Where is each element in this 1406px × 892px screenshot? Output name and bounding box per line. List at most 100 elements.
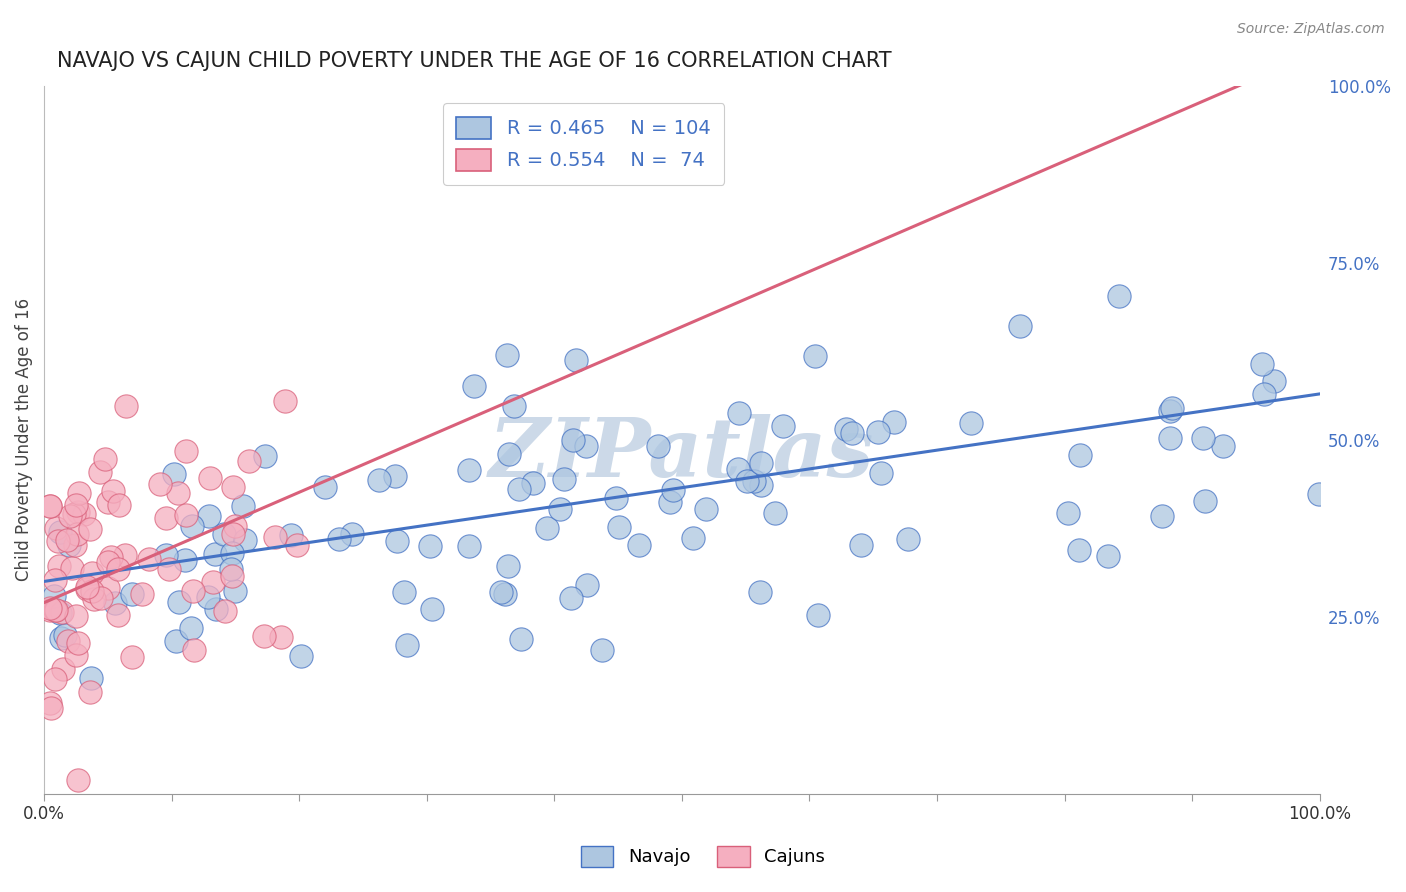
Text: NAVAJO VS CAJUN CHILD POVERTY UNDER THE AGE OF 16 CORRELATION CHART: NAVAJO VS CAJUN CHILD POVERTY UNDER THE …	[56, 51, 891, 70]
Point	[82, 566, 104, 580]
Point	[66, 527, 89, 541]
Point	[564, 352, 586, 367]
Point	[44, 573, 66, 587]
Point	[274, 393, 297, 408]
Point	[39, 500, 62, 514]
Point	[80, 583, 103, 598]
Point	[1308, 486, 1330, 500]
Point	[174, 443, 197, 458]
Point	[67, 486, 90, 500]
Point	[222, 527, 245, 541]
Point	[395, 638, 418, 652]
Point	[897, 532, 920, 546]
Text: Source: ZipAtlas.com: Source: ZipAtlas.com	[1237, 22, 1385, 37]
Point	[97, 581, 120, 595]
Point	[56, 533, 79, 547]
Point	[548, 502, 571, 516]
Point	[763, 506, 786, 520]
Point	[560, 591, 582, 605]
Point	[79, 522, 101, 536]
Point	[419, 539, 441, 553]
Point	[1191, 431, 1213, 445]
Point	[457, 463, 479, 477]
Point	[104, 596, 127, 610]
Point	[174, 553, 197, 567]
Point	[647, 439, 669, 453]
Point	[89, 465, 111, 479]
Point	[695, 502, 717, 516]
Point	[576, 578, 599, 592]
Point	[80, 671, 103, 685]
Point	[49, 632, 72, 646]
Point	[138, 552, 160, 566]
Point	[748, 585, 770, 599]
Point	[48, 606, 70, 620]
Point	[804, 349, 827, 363]
Point	[253, 629, 276, 643]
Point	[108, 498, 131, 512]
Point	[1097, 549, 1119, 563]
Point	[1194, 494, 1216, 508]
Point	[270, 630, 292, 644]
Legend: Navajo, Cajuns: Navajo, Cajuns	[574, 838, 832, 874]
Point	[561, 433, 583, 447]
Point	[883, 416, 905, 430]
Point	[65, 609, 87, 624]
Point	[960, 416, 983, 430]
Point	[1159, 431, 1181, 445]
Point	[107, 607, 129, 622]
Point	[749, 457, 772, 471]
Point	[48, 559, 70, 574]
Point	[100, 550, 122, 565]
Point	[121, 650, 143, 665]
Point	[280, 528, 302, 542]
Point	[83, 592, 105, 607]
Point	[39, 602, 62, 616]
Point	[869, 466, 891, 480]
Point	[607, 520, 630, 534]
Point	[94, 452, 117, 467]
Point	[39, 701, 62, 715]
Point	[76, 582, 98, 597]
Point	[807, 607, 830, 622]
Point	[39, 601, 62, 615]
Point	[496, 348, 519, 362]
Point	[1150, 508, 1173, 523]
Point	[183, 643, 205, 657]
Point	[232, 500, 254, 514]
Point	[742, 474, 765, 488]
Point	[463, 379, 485, 393]
Point	[131, 587, 153, 601]
Point	[52, 662, 75, 676]
Point	[727, 406, 749, 420]
Point	[384, 468, 406, 483]
Point	[97, 555, 120, 569]
Point	[1212, 439, 1234, 453]
Point	[114, 399, 136, 413]
Point	[591, 643, 613, 657]
Point	[510, 632, 533, 647]
Point	[224, 519, 246, 533]
Point	[65, 498, 87, 512]
Point	[162, 467, 184, 481]
Point	[841, 425, 863, 440]
Point	[661, 483, 683, 497]
Point	[51, 605, 73, 619]
Point	[340, 526, 363, 541]
Point	[214, 604, 236, 618]
Point	[772, 419, 794, 434]
Point	[167, 486, 190, 500]
Point	[90, 591, 112, 605]
Point	[48, 524, 70, 539]
Point	[328, 532, 350, 546]
Point	[66, 506, 89, 520]
Point	[45, 603, 67, 617]
Point	[197, 590, 219, 604]
Point	[65, 648, 87, 662]
Point	[107, 562, 129, 576]
Point	[67, 772, 90, 787]
Point	[101, 483, 124, 498]
Point	[1056, 506, 1078, 520]
Point	[536, 521, 558, 535]
Point	[238, 454, 260, 468]
